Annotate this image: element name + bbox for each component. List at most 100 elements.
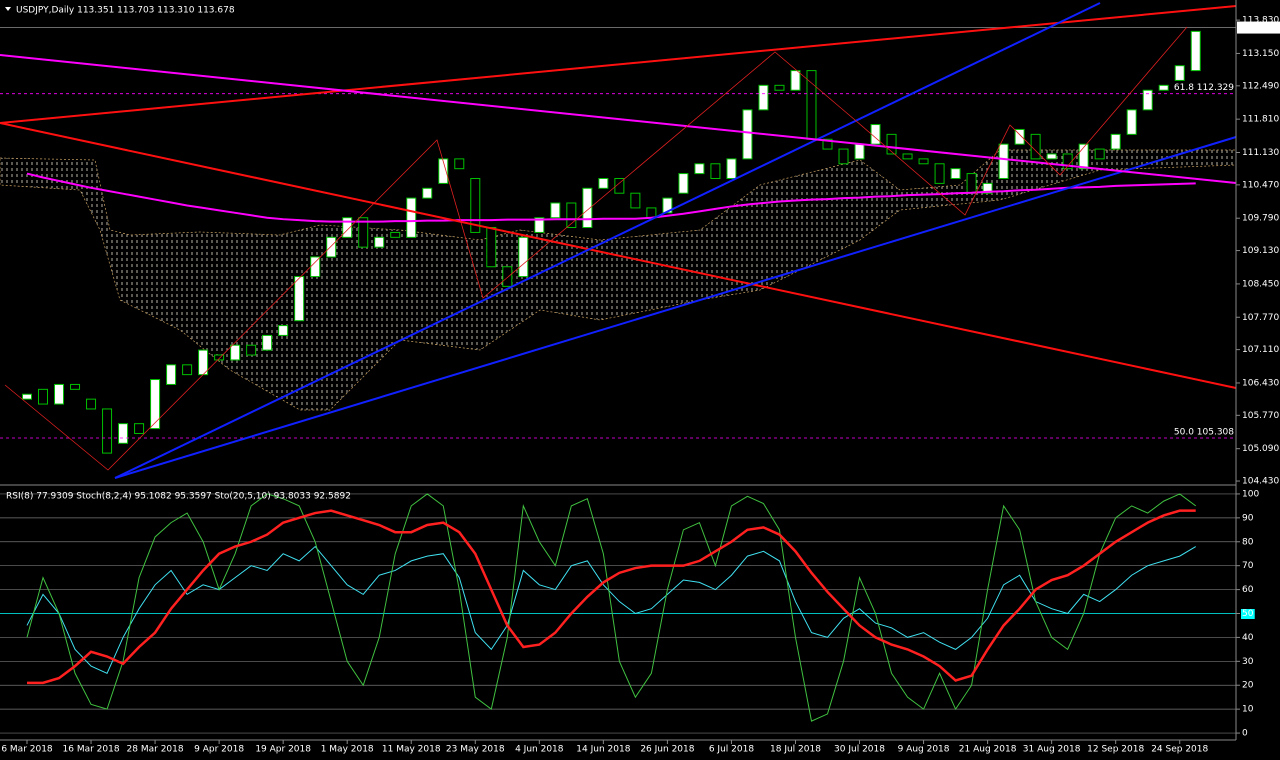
candle	[438, 158, 449, 184]
y-tick-label: 70	[1242, 561, 1254, 571]
x-tick-label: 12 Sep 2018	[1087, 745, 1144, 755]
trendline	[0, 122, 1237, 389]
y-tick-label: 110.470	[1242, 180, 1279, 190]
zigzag	[4, 26, 1188, 471]
candle	[1142, 89, 1153, 111]
y-tick-label: 108.450	[1242, 279, 1279, 289]
candle	[934, 163, 945, 184]
x-tick-label: 21 Aug 2018	[959, 745, 1017, 755]
candle	[966, 173, 977, 194]
candle	[1014, 128, 1025, 145]
candle	[838, 148, 849, 165]
candle	[1078, 143, 1089, 170]
candle	[902, 153, 913, 160]
y-tick-label: 107.110	[1242, 345, 1279, 355]
candle	[342, 217, 353, 238]
candle	[742, 109, 753, 160]
trendline	[114, 136, 1237, 479]
candle	[646, 207, 657, 219]
y-tick-label: 111.810	[1242, 115, 1279, 125]
y-tick-label: 50	[1242, 609, 1254, 619]
trendline	[114, 2, 1101, 479]
candle	[918, 158, 929, 165]
y-tick-label: 106.430	[1242, 378, 1279, 388]
candle	[134, 423, 145, 434]
candle	[86, 398, 97, 410]
candle	[710, 163, 721, 179]
x-tick-label: 6 Mar 2018	[1, 745, 53, 755]
candle	[1046, 153, 1057, 160]
y-tick-label: 40	[1242, 633, 1254, 643]
candle	[598, 177, 609, 189]
candle	[550, 202, 561, 219]
indicator-line	[26, 493, 1197, 722]
x-tick-label: 28 Mar 2018	[127, 745, 184, 755]
candle	[118, 423, 129, 444]
y-tick-label: 105.770	[1242, 411, 1279, 421]
candle	[678, 173, 689, 194]
y-tick-label: 105.090	[1242, 444, 1279, 454]
candle	[790, 70, 801, 91]
candle	[582, 187, 593, 229]
y-tick-label: 0	[1242, 729, 1248, 739]
last-price-box	[1237, 21, 1280, 34]
y-tick-label: 113.830	[1242, 16, 1279, 26]
candle	[950, 168, 961, 179]
candle	[854, 143, 865, 160]
candle	[262, 334, 273, 351]
trendline	[0, 54, 1237, 184]
candle	[406, 197, 417, 238]
x-tick-label: 26 Jun 2018	[640, 745, 694, 755]
candle	[1158, 84, 1169, 91]
y-tick-label: 107.770	[1242, 313, 1279, 323]
candle	[390, 231, 401, 238]
candle	[70, 383, 81, 390]
candle	[774, 84, 785, 91]
candle	[694, 163, 705, 175]
indicator-line	[27, 509, 1196, 685]
y-tick-label: 104.430	[1242, 477, 1279, 487]
main-title: USDJPY,Daily 113.351 113.703 113.310 113…	[16, 6, 235, 16]
x-tick-label: 30 Jul 2018	[834, 745, 885, 755]
candle	[1190, 30, 1201, 72]
y-tick-label: 10	[1242, 705, 1254, 715]
candle	[502, 266, 513, 287]
candle	[278, 325, 289, 336]
candle	[326, 236, 337, 258]
y-tick-label: 113.150	[1242, 49, 1279, 59]
moving-average	[26, 172, 1196, 223]
x-tick-label: 23 May 2018	[446, 745, 505, 755]
candle	[614, 177, 625, 194]
indicator-line	[26, 545, 1196, 674]
y-tick-label: 90	[1242, 513, 1254, 523]
x-tick-label: 11 May 2018	[382, 745, 441, 755]
candle	[1126, 109, 1137, 135]
y-tick-label: 30	[1242, 657, 1254, 667]
indicator-title: RSI(8) 77.9309 Stoch(8,2,4) 95.1082 95.3…	[6, 492, 351, 502]
y-tick-label: 111.130	[1242, 148, 1279, 158]
candle	[422, 187, 433, 199]
candle	[182, 364, 193, 376]
candle	[22, 393, 32, 400]
candle	[246, 344, 257, 356]
y-tick-label: 109.130	[1242, 246, 1279, 256]
x-tick-label: 9 Aug 2018	[898, 745, 950, 755]
candle	[726, 158, 737, 179]
candle	[374, 236, 385, 248]
candle	[310, 256, 321, 278]
candle	[102, 408, 113, 454]
plot-layer	[0, 27, 1236, 734]
x-tick-label: 24 Sep 2018	[1151, 745, 1208, 755]
candle	[1030, 133, 1041, 160]
trendlines	[0, 2, 1237, 479]
y-tick-label: 80	[1242, 537, 1254, 547]
x-tick-label: 1 May 2018	[321, 745, 374, 755]
candle	[886, 133, 897, 155]
candle	[822, 138, 833, 150]
candle	[486, 227, 497, 268]
last-price-label: 113.678	[1240, 23, 1277, 33]
candle	[758, 84, 769, 111]
